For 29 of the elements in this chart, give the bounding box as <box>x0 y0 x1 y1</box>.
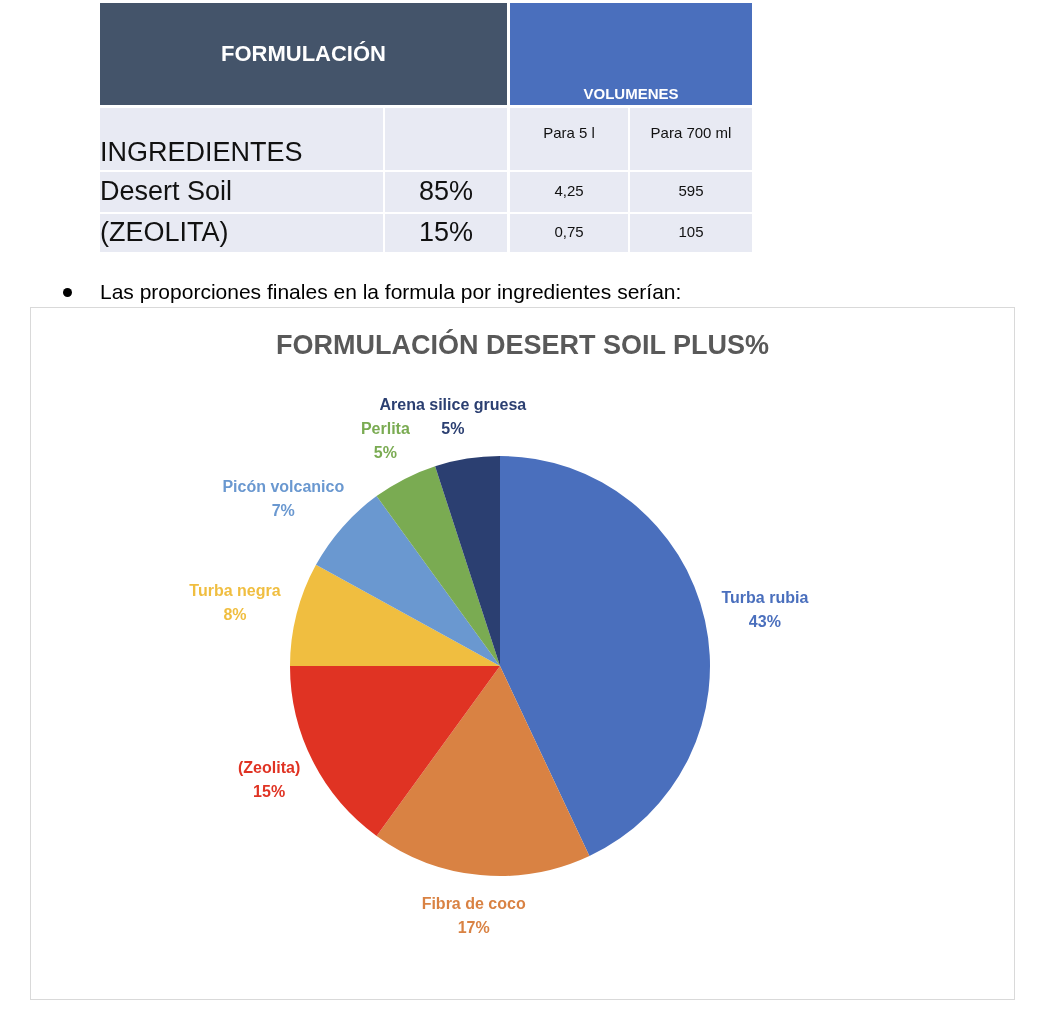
data-label: 5% <box>441 419 465 437</box>
text: VOLUMENES <box>583 85 679 103</box>
data-label: 8% <box>223 605 247 623</box>
text: FORMULACIÓN <box>221 41 386 67</box>
data-label: 17% <box>457 919 490 937</box>
data-label: 43% <box>748 613 781 631</box>
text: 85% <box>418 175 474 207</box>
chart-title: FORMULACIÓN DESERT SOIL PLUS% <box>275 330 770 360</box>
data-label: 5% <box>373 443 397 461</box>
text: Para 700 ml <box>650 124 732 142</box>
text: 105 <box>678 223 704 241</box>
text: 4,25 <box>554 182 584 200</box>
text: (ZEOLITA) <box>100 216 229 248</box>
text: 0,75 <box>554 223 584 241</box>
slice-label: Perlita <box>360 419 410 437</box>
text: INGREDIENTES <box>100 136 303 168</box>
text: 595 <box>678 182 704 200</box>
slice-label: Arena silice gruesa <box>379 395 527 413</box>
slice-label: Picón volcanico <box>222 477 345 495</box>
text: Las proporciones finales en la formula por ingredientes serían: <box>100 280 682 304</box>
slice-label: Turba negra <box>189 581 281 599</box>
slice-label: Fibra de coco <box>421 895 526 913</box>
text: Desert Soil <box>100 175 233 207</box>
data-label: 7% <box>271 501 295 519</box>
data-label: 15% <box>253 782 286 800</box>
slice-label: Turba rubia <box>721 589 809 607</box>
text: Para 5 l <box>543 124 595 142</box>
text: 15% <box>418 216 474 248</box>
slice-label: (Zeolita) <box>238 758 301 776</box>
